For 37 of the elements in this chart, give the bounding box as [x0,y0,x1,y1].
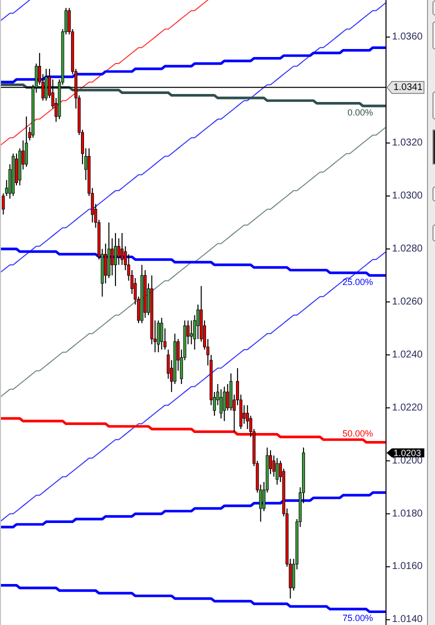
candlestick [276,458,279,486]
line-series [0,126,386,398]
line-series [0,251,386,522]
y-tick-label: 1.0240 [392,349,424,360]
y-tick-label: 1.0280 [392,243,424,254]
y-tick-label: 1.0220 [392,402,424,414]
y-tick-label: 1.0160 [392,561,424,572]
line-series [0,0,30,22]
y-tick-label: 1.0200 [392,455,424,466]
y-tick-label: 1.0260 [392,296,424,308]
y-tick-label: 1.0360 [392,32,424,43]
candlestick [160,317,164,350]
candlestick [24,116,28,168]
y-tick-label: 1.0300 [392,190,424,202]
candlestick [110,238,114,276]
candlestick [104,243,108,284]
candlestick [190,320,193,345]
ref-line-label: 1.0341 [394,82,423,93]
series-label: 75.00% [342,613,373,624]
y-tick-label: 1.0180 [392,508,424,520]
line-series [0,417,386,444]
line-series [0,0,208,146]
candlestick [226,384,230,411]
line-series [0,584,386,614]
line-series [0,2,386,274]
line-series [0,491,386,528]
series-label: 50.00% [342,428,373,439]
line-series [0,248,386,277]
series-label: 25.00% [342,276,373,287]
candlestick [222,386,226,422]
text: 1.0203 [394,448,422,458]
candlestick [156,320,160,353]
candlestick [114,232,117,287]
series-label: 0.00% [347,107,373,118]
y-tick-label: 1.0140 [392,614,424,625]
y-tick-label: 1.0320 [392,138,424,149]
candlestick [44,68,48,102]
